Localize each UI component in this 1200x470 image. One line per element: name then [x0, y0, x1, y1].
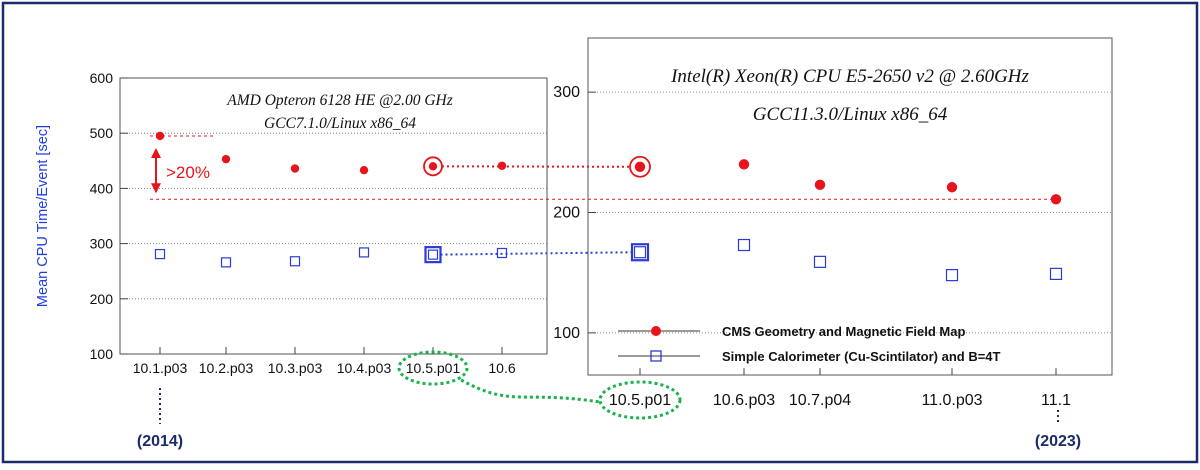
left-y-tick-label: 500 [90, 125, 114, 141]
left-x-tick-label: 10.2.p03 [199, 360, 254, 376]
right-title-line1: Intel(R) Xeon(R) CPU E5-2650 v2 @ 2.60GH… [670, 66, 1029, 87]
right-cms-point [815, 180, 825, 190]
left-cms-point [156, 132, 164, 140]
right-x-tick-label: 10.7.p04 [789, 392, 851, 409]
left-y-tick-label: 600 [90, 70, 114, 86]
left-cms-point [498, 162, 506, 170]
left-chart: 100 200 300 400 500 600 10.1.p03 10.2.p03 10.3.… [90, 70, 547, 376]
right-y-tick-label: 200 [553, 205, 580, 222]
left-title-line1: AMD Opteron 6128 HE @2.00 GHz [226, 92, 453, 109]
legend-calo-label: Simple Calorimeter (Cu-Scintilator) and … [722, 349, 1001, 364]
right-x-tick-label: 10.5.p01 [609, 392, 671, 409]
left-x-tick-label: 10.6 [488, 360, 515, 376]
left-x-tick-label: 10.5.p01 [406, 360, 461, 376]
right-chart: 100 200 300 10.5.p01 10.6.p03 10.7.p04 11.0.p… [553, 38, 1112, 409]
left-title-line2: GCC7.1.0/Linux x86_64 [264, 115, 416, 132]
left-cms-point [429, 162, 437, 170]
left-x-tick-label: 10.3.p03 [268, 360, 323, 376]
legend-cms-marker [651, 326, 661, 336]
left-y-tick-label: 100 [90, 346, 114, 362]
year-start-label: (2014) [137, 433, 183, 450]
left-y-tick-label: 200 [90, 291, 114, 307]
right-y-tick-label: 100 [553, 325, 580, 342]
left-cms-point [360, 166, 368, 174]
right-y-tick-label: 300 [553, 84, 580, 101]
right-cms-point [635, 162, 645, 172]
left-cms-point [291, 164, 299, 172]
y-axis-label: Mean CPU Time/Event [sec] [35, 125, 51, 307]
year-end-label: (2023) [1035, 433, 1081, 450]
left-x-tick-label: 10.1.p03 [133, 360, 188, 376]
right-title-line2: GCC11.3.0/Linux x86_64 [753, 104, 948, 125]
left-y-tick-label: 400 [90, 180, 114, 196]
legend-cms-label: CMS Geometry and Magnetic Field Map [722, 324, 965, 339]
difference-annotation: >20% [166, 163, 210, 182]
right-x-tick-label: 11.0.p03 [921, 392, 982, 409]
right-cms-point [1051, 194, 1061, 204]
left-y-tick-label: 300 [90, 236, 114, 252]
left-cms-point [222, 155, 230, 163]
right-cms-point [739, 159, 749, 169]
right-cms-point [947, 182, 957, 192]
right-x-tick-label: 11.1 [1041, 392, 1071, 409]
left-x-tick-label: 10.4.p03 [337, 360, 392, 376]
right-x-tick-label: 10.6.p03 [713, 392, 775, 409]
